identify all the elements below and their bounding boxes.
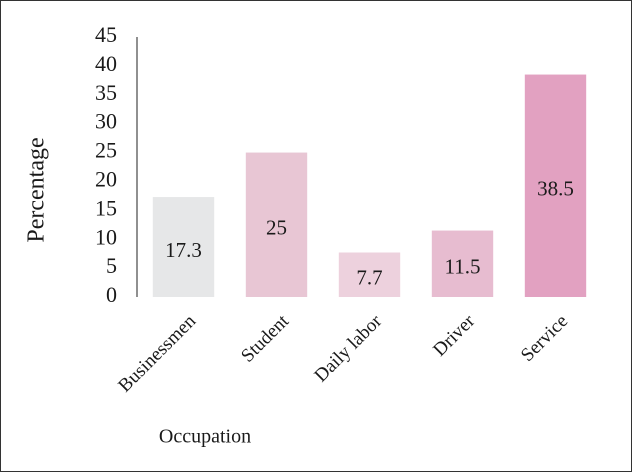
y-tick-label: 30: [95, 109, 117, 134]
bar: [245, 152, 308, 297]
y-tick-label: 40: [95, 51, 117, 76]
bar: [152, 197, 215, 297]
y-tick-label: 10: [95, 224, 117, 249]
value-label: 25: [266, 216, 287, 240]
y-tick-label: 35: [95, 80, 117, 105]
y-tick-label: 20: [95, 166, 117, 191]
y-tick-label: 5: [106, 253, 117, 278]
y-tick-label: 15: [95, 195, 117, 220]
y-axis-title: Percentage: [24, 137, 50, 242]
bar: [338, 252, 401, 297]
y-tick-label: 45: [95, 22, 117, 47]
bar: [524, 74, 587, 297]
y-tick-label: 0: [106, 282, 117, 307]
x-axis-title: Occupation: [159, 426, 251, 448]
bar: [431, 230, 494, 297]
y-tick-label: 25: [95, 138, 117, 163]
value-label: 17.3: [165, 238, 202, 262]
value-label: 11.5: [445, 255, 481, 279]
value-label: 38.5: [537, 177, 574, 201]
value-label: 7.7: [356, 266, 382, 290]
